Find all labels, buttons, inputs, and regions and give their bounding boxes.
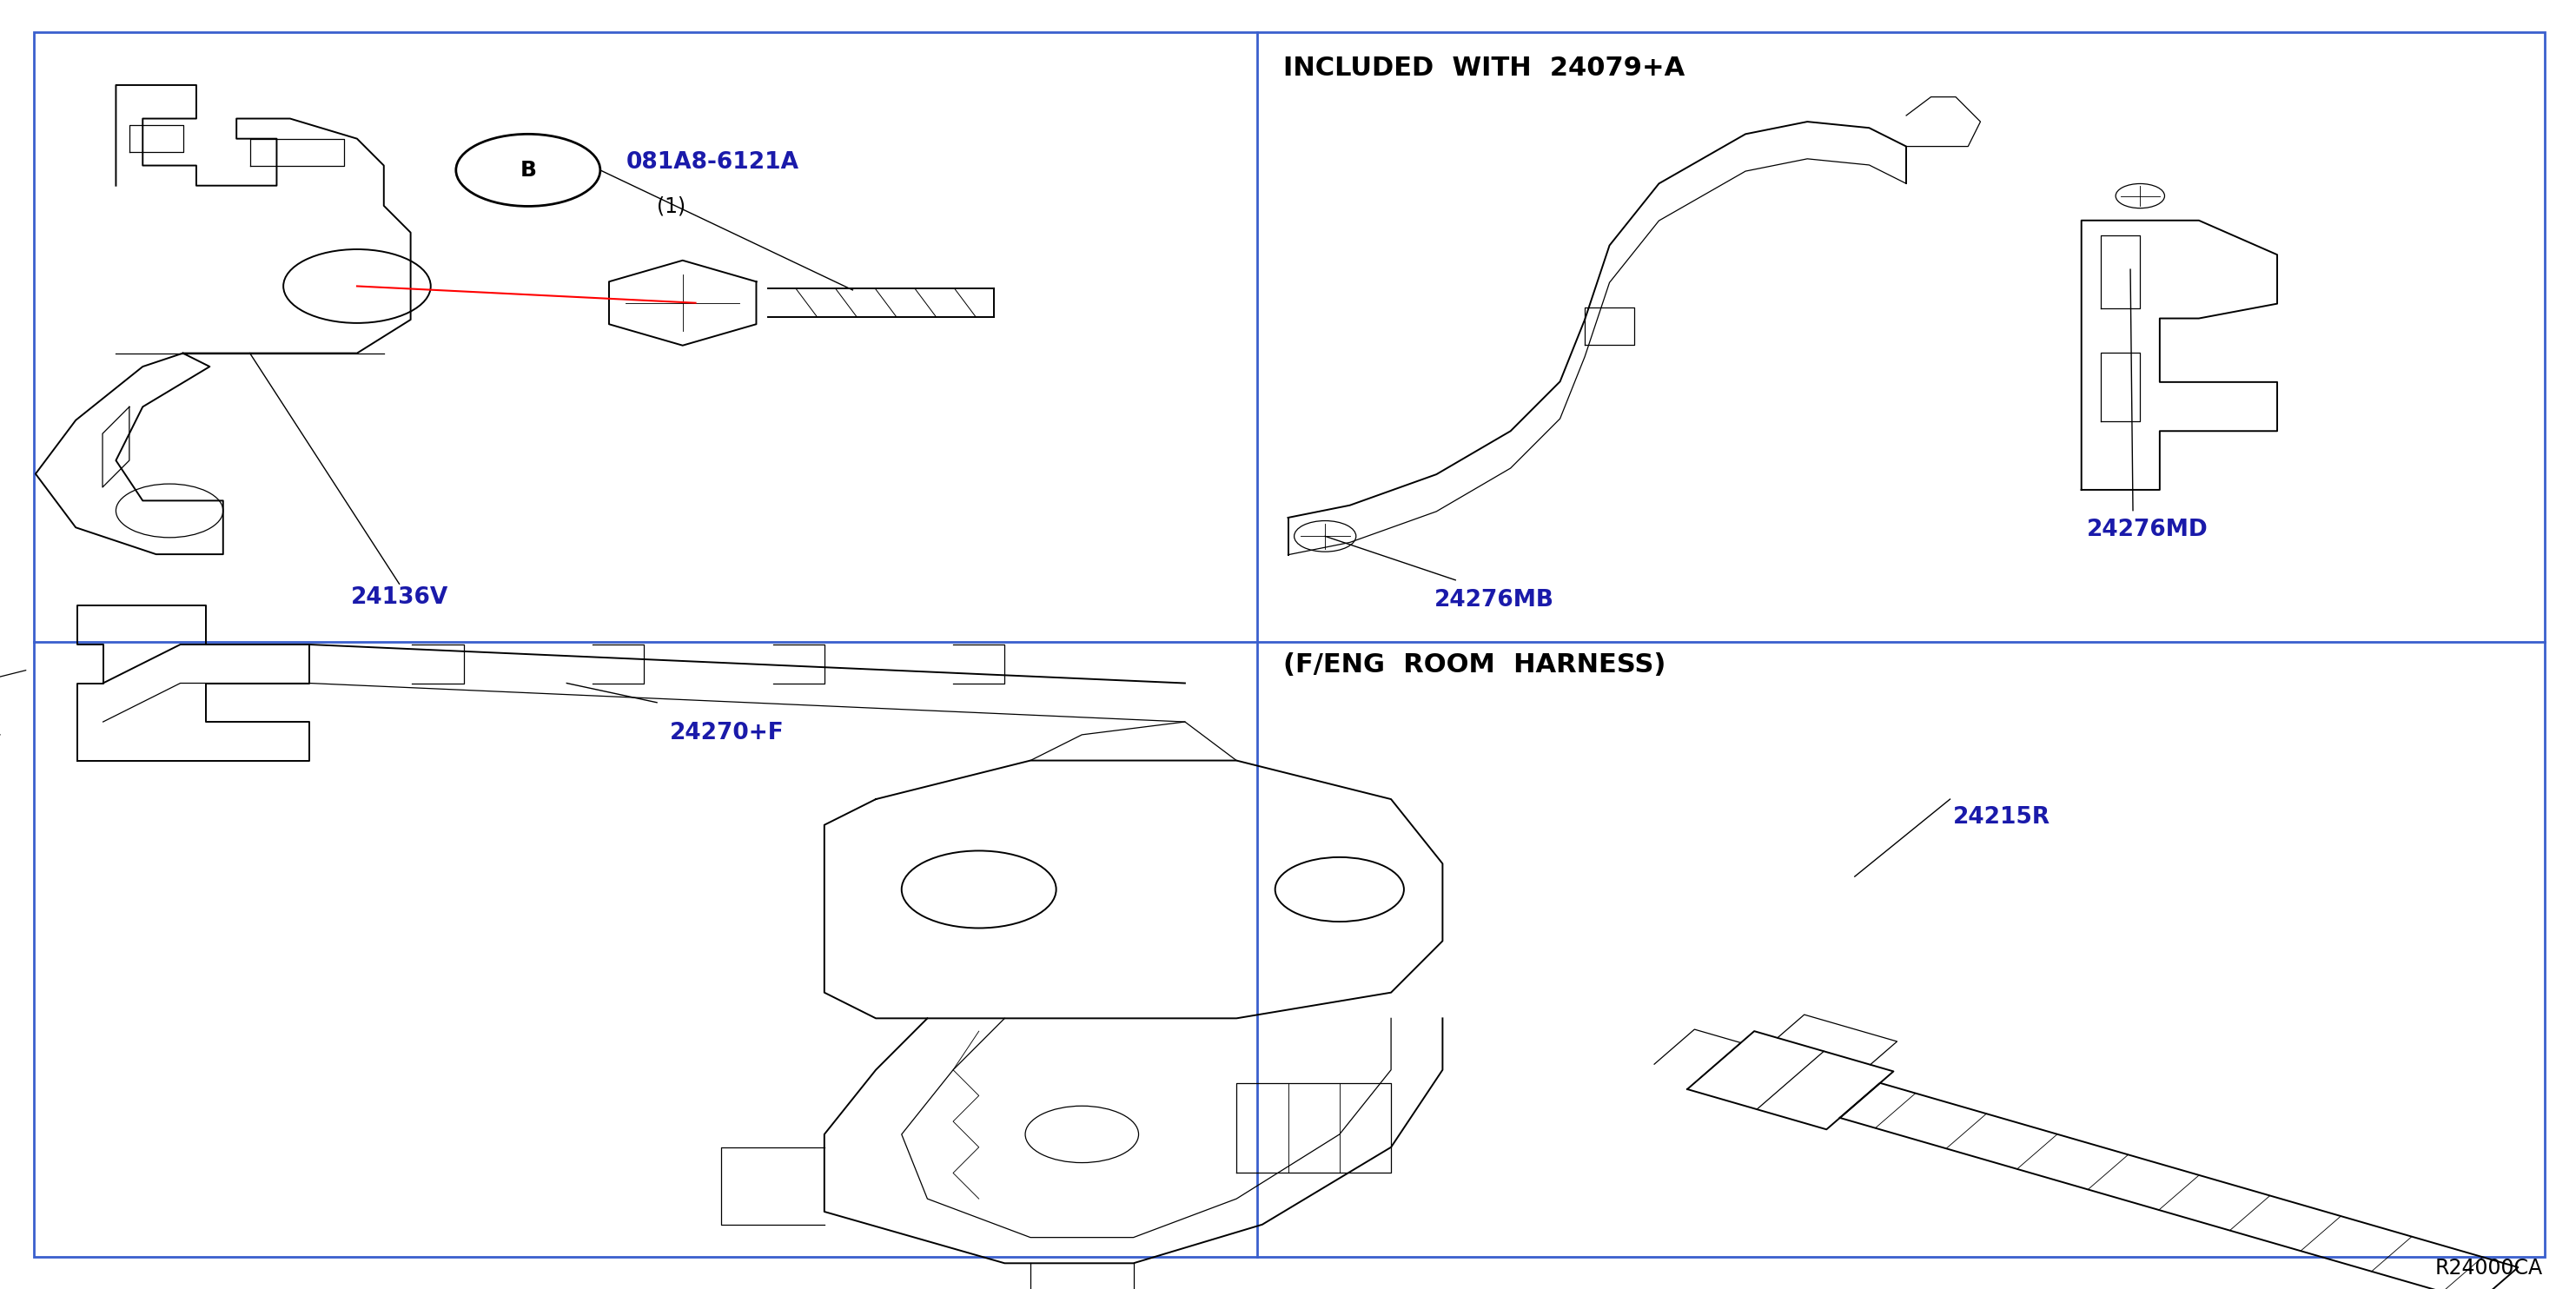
- Text: 24276MD: 24276MD: [2087, 518, 2208, 541]
- Text: R24000CA: R24000CA: [2434, 1258, 2543, 1279]
- Text: B: B: [520, 160, 536, 180]
- Text: 24136V: 24136V: [350, 586, 448, 610]
- Text: 081A8-6121A: 081A8-6121A: [626, 151, 799, 174]
- Text: 24270+F: 24270+F: [670, 722, 783, 745]
- Text: INCLUDED  WITH  24079+A: INCLUDED WITH 24079+A: [1283, 55, 1685, 81]
- Text: (F/ENG  ROOM  HARNESS): (F/ENG ROOM HARNESS): [1283, 652, 1667, 678]
- Text: 24276MB: 24276MB: [1435, 589, 1553, 612]
- Text: (1): (1): [657, 196, 685, 217]
- Text: 24215R: 24215R: [1953, 806, 2050, 829]
